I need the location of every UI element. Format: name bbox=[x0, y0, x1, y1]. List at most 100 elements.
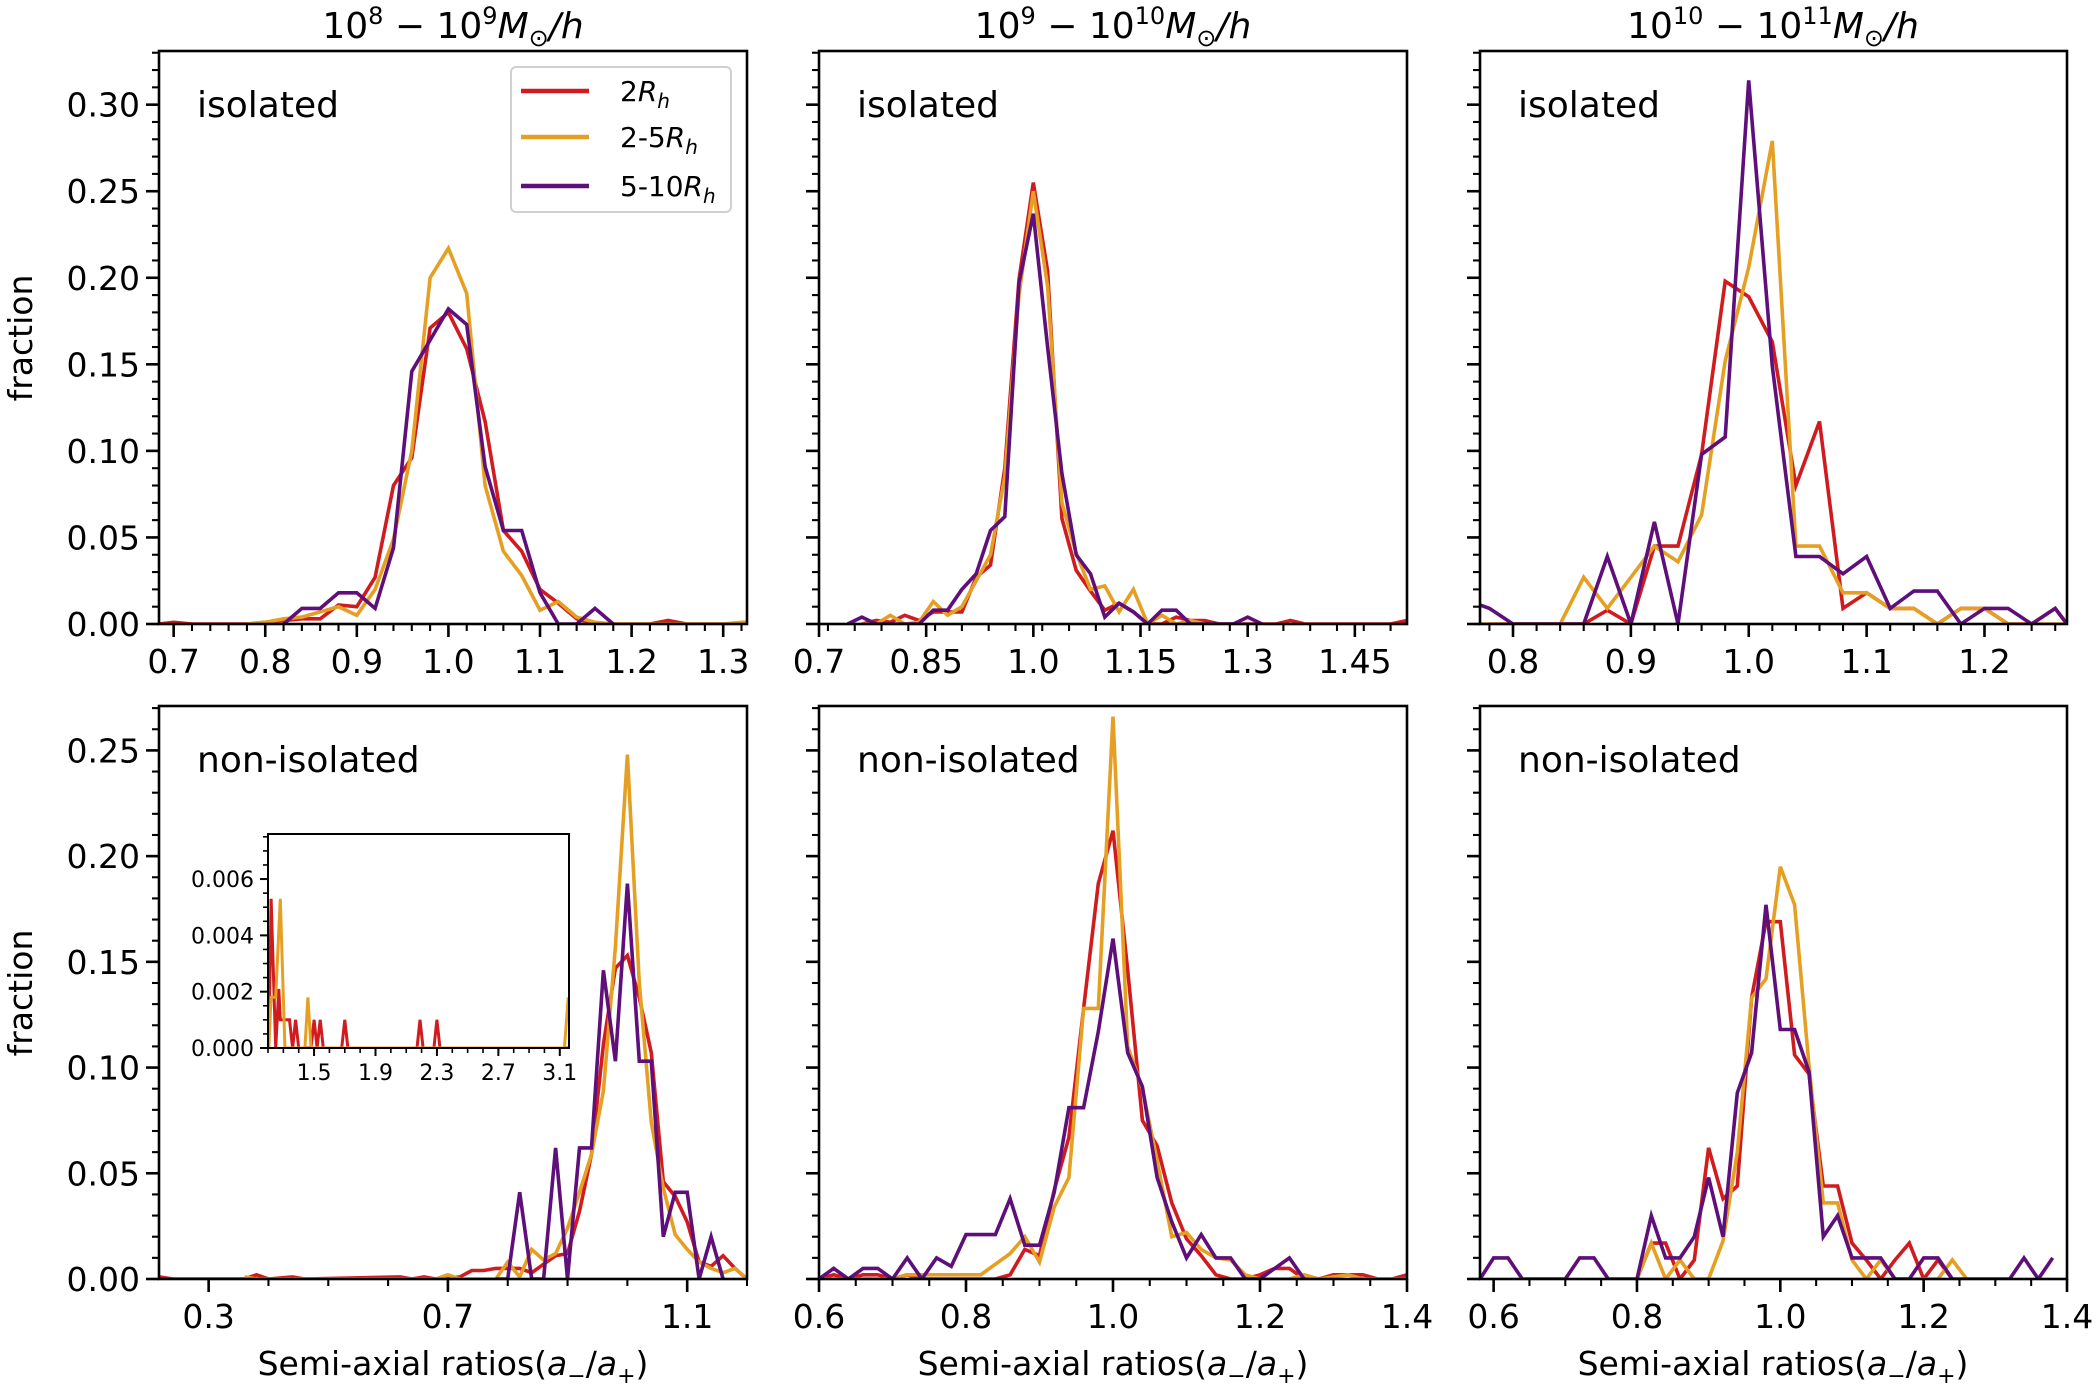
plot-area bbox=[1480, 706, 2067, 1279]
y-tick-label: 0.10 bbox=[67, 1049, 140, 1088]
x-axis-label: Semi-axial ratios(a−/a+) bbox=[258, 1344, 649, 1387]
panel-label: non-isolated bbox=[197, 740, 420, 781]
panels: 0.7 0.8 0.9 1.0 1.1 1.2 1.3 0.00 0.05 0.10 0.15 0.2… bbox=[67, 49, 2093, 1336]
axes-frame bbox=[267, 833, 570, 1049]
x-tick-label: 1.4 bbox=[2041, 1297, 2093, 1336]
x-tick-label: 1.0 bbox=[1007, 642, 1059, 681]
legend-label-5-10rh: 5-10Rh bbox=[620, 170, 716, 208]
series-line-5-10rh bbox=[1480, 80, 2067, 624]
y-tick-label: 0.002 bbox=[191, 981, 254, 1006]
y-axis-label: fraction bbox=[1, 275, 40, 402]
legend-label-2-5rh: 2-5Rh bbox=[620, 121, 698, 159]
inset-panel: 1.5 1.9 2.3 2.7 3.1 0.000 0.002 0.004 0.006 bbox=[191, 833, 577, 1086]
axes-frame bbox=[157, 49, 749, 626]
x-tick-label: 0.6 bbox=[1467, 1297, 1519, 1336]
x-axis-label: Semi-axial ratios(a−/a+) bbox=[918, 1344, 1309, 1387]
axes-frame bbox=[157, 704, 749, 1281]
panel-label: isolated bbox=[857, 85, 999, 126]
x-tick-label: 0.7 bbox=[422, 1297, 474, 1336]
series-line-2-5rh bbox=[246, 244, 747, 624]
series-line-5-10rh bbox=[495, 883, 725, 1279]
x-tick-label: 0.8 bbox=[1487, 642, 1539, 681]
x-tick-label: 1.45 bbox=[1318, 642, 1391, 681]
y-tick-label: 0.20 bbox=[67, 837, 140, 876]
series-lines bbox=[1480, 866, 2055, 1279]
series-lines bbox=[268, 898, 569, 1048]
x-tick-label: 1.5 bbox=[297, 1061, 332, 1086]
x-tick-label: 0.85 bbox=[889, 642, 962, 681]
series-line-5-10rh bbox=[846, 213, 1263, 624]
axes-frame bbox=[817, 49, 1409, 626]
x-tick-label: 0.6 bbox=[793, 1297, 845, 1336]
x-tick-label: 1.9 bbox=[358, 1061, 393, 1086]
panel-label: isolated bbox=[197, 85, 339, 126]
axes-frame bbox=[1478, 49, 2069, 626]
x-tick-label: 0.3 bbox=[182, 1297, 234, 1336]
y-tick-label: 0.000 bbox=[191, 1037, 254, 1062]
y-tick-label: 0.05 bbox=[67, 1154, 140, 1193]
series-lines bbox=[819, 716, 1407, 1279]
y-tick-label: 0.15 bbox=[67, 943, 140, 982]
legend: 2Rh 2-5Rh 5-10Rh bbox=[510, 66, 732, 213]
series-line-5-10rh bbox=[819, 938, 1306, 1279]
y-tick-label: 0.006 bbox=[191, 868, 254, 893]
panel: 0.6 0.8 1.0 1.2 1.4 non-isolated bbox=[793, 704, 1433, 1336]
y-tick-label: 0.25 bbox=[67, 172, 140, 211]
x-tick-label: 0.8 bbox=[239, 642, 291, 681]
x-tick-label: 1.3 bbox=[697, 642, 749, 681]
panel: 0.7 0.85 1.0 1.15 1.3 1.45 isolated bbox=[793, 49, 1409, 681]
panel-label: non-isolated bbox=[1518, 740, 1741, 781]
x-tick-label: 0.8 bbox=[940, 1297, 992, 1336]
y-tick-label: 0.004 bbox=[191, 924, 254, 949]
series-line-2-5rh bbox=[819, 716, 1407, 1279]
x-tick-label: 2.7 bbox=[481, 1061, 516, 1086]
axes-frame bbox=[1478, 704, 2069, 1281]
legend-frame bbox=[510, 66, 732, 213]
legend-label-2rh: 2Rh bbox=[620, 75, 670, 113]
x-axis-labels: Semi-axial ratios(a−/a+) Semi-axial rati… bbox=[258, 1344, 1969, 1387]
series-lines bbox=[1480, 80, 2067, 624]
x-axis-label: Semi-axial ratios(a−/a+) bbox=[1578, 1344, 1969, 1387]
series-line-5-10rh bbox=[282, 306, 615, 624]
x-tick-label: 0.9 bbox=[1605, 642, 1657, 681]
x-tick-label: 1.2 bbox=[605, 642, 657, 681]
series-line-2rh bbox=[1635, 919, 1954, 1279]
x-tick-label: 1.0 bbox=[422, 642, 474, 681]
column-title: 108 − 109M⊙/h bbox=[322, 2, 583, 52]
plot-area bbox=[819, 706, 1407, 1279]
series-lines bbox=[846, 182, 1407, 624]
x-tick-label: 1.1 bbox=[1840, 642, 1892, 681]
x-tick-label: 0.7 bbox=[793, 642, 845, 681]
column-title: 109 − 1010M⊙/h bbox=[975, 2, 1252, 52]
x-tick-label: 1.2 bbox=[1958, 642, 2010, 681]
y-tick-label: 0.30 bbox=[67, 86, 140, 125]
panel: 0.8 0.9 1.0 1.1 1.2 isolated bbox=[1467, 49, 2069, 681]
x-tick-label: 1.1 bbox=[514, 642, 566, 681]
plot-area bbox=[268, 834, 569, 1048]
panel: 0.6 0.8 1.0 1.2 1.4 non-isolated bbox=[1467, 704, 2093, 1336]
y-tick-label: 0.05 bbox=[67, 518, 140, 557]
x-tick-label: 1.0 bbox=[1723, 642, 1775, 681]
series-line-2-5rh bbox=[268, 898, 569, 1048]
series-line-5-10rh bbox=[1480, 904, 2055, 1279]
x-tick-label: 1.0 bbox=[1754, 1297, 1806, 1336]
x-tick-label: 0.9 bbox=[331, 642, 383, 681]
x-tick-label: 1.1 bbox=[661, 1297, 713, 1336]
y-tick-label: 0.15 bbox=[67, 345, 140, 384]
y-tick-label: 0.00 bbox=[67, 1260, 140, 1299]
y-tick-label: 0.00 bbox=[67, 605, 140, 644]
panel-label: non-isolated bbox=[857, 740, 1080, 781]
x-tick-label: 1.2 bbox=[1234, 1297, 1286, 1336]
y-tick-label: 0.10 bbox=[67, 432, 140, 471]
plot-area bbox=[819, 51, 1407, 624]
x-tick-label: 1.3 bbox=[1221, 642, 1273, 681]
x-tick-label: 1.2 bbox=[1897, 1297, 1949, 1336]
panel-label: isolated bbox=[1518, 85, 1660, 126]
series-lines bbox=[159, 244, 747, 624]
column-titles: 108 − 109M⊙/h 109 − 1010M⊙/h 1010 − 1011… bbox=[322, 2, 1919, 52]
x-tick-label: 0.8 bbox=[1611, 1297, 1663, 1336]
x-tick-label: 3.1 bbox=[542, 1061, 577, 1086]
x-tick-label: 1.0 bbox=[1087, 1297, 1139, 1336]
y-tick-label: 0.25 bbox=[67, 731, 140, 770]
x-tick-label: 2.3 bbox=[419, 1061, 454, 1086]
